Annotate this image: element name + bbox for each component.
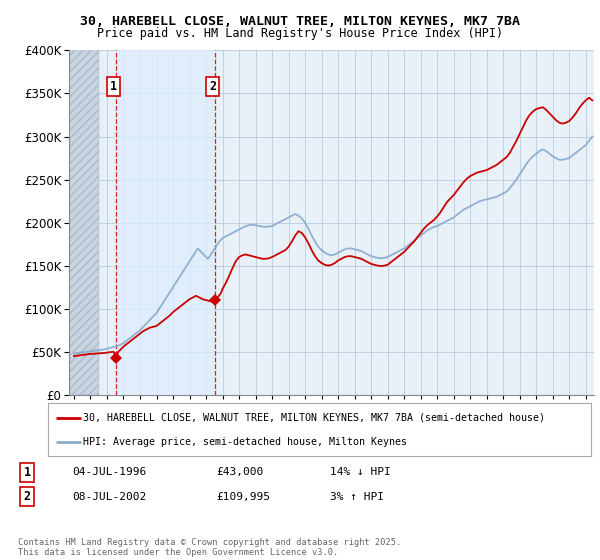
- Text: Contains HM Land Registry data © Crown copyright and database right 2025.
This d: Contains HM Land Registry data © Crown c…: [18, 538, 401, 557]
- Text: 3% ↑ HPI: 3% ↑ HPI: [330, 492, 384, 502]
- Text: 14% ↓ HPI: 14% ↓ HPI: [330, 467, 391, 477]
- Bar: [69, 50, 99, 395]
- Text: Price paid vs. HM Land Registry's House Price Index (HPI): Price paid vs. HM Land Registry's House …: [97, 27, 503, 40]
- Text: HPI: Average price, semi-detached house, Milton Keynes: HPI: Average price, semi-detached house,…: [83, 437, 407, 447]
- Text: 30, HAREBELL CLOSE, WALNUT TREE, MILTON KEYNES, MK7 7BA (semi-detached house): 30, HAREBELL CLOSE, WALNUT TREE, MILTON …: [83, 413, 545, 423]
- Text: 04-JUL-1996: 04-JUL-1996: [72, 467, 146, 477]
- Text: 1: 1: [110, 80, 117, 93]
- Text: 30, HAREBELL CLOSE, WALNUT TREE, MILTON KEYNES, MK7 7BA: 30, HAREBELL CLOSE, WALNUT TREE, MILTON …: [80, 15, 520, 28]
- Text: 2: 2: [209, 80, 216, 93]
- Text: £109,995: £109,995: [216, 492, 270, 502]
- Text: 08-JUL-2002: 08-JUL-2002: [72, 492, 146, 502]
- Text: £43,000: £43,000: [216, 467, 263, 477]
- Bar: [116, 50, 215, 395]
- Text: 2: 2: [23, 490, 31, 503]
- Text: 1: 1: [23, 465, 31, 479]
